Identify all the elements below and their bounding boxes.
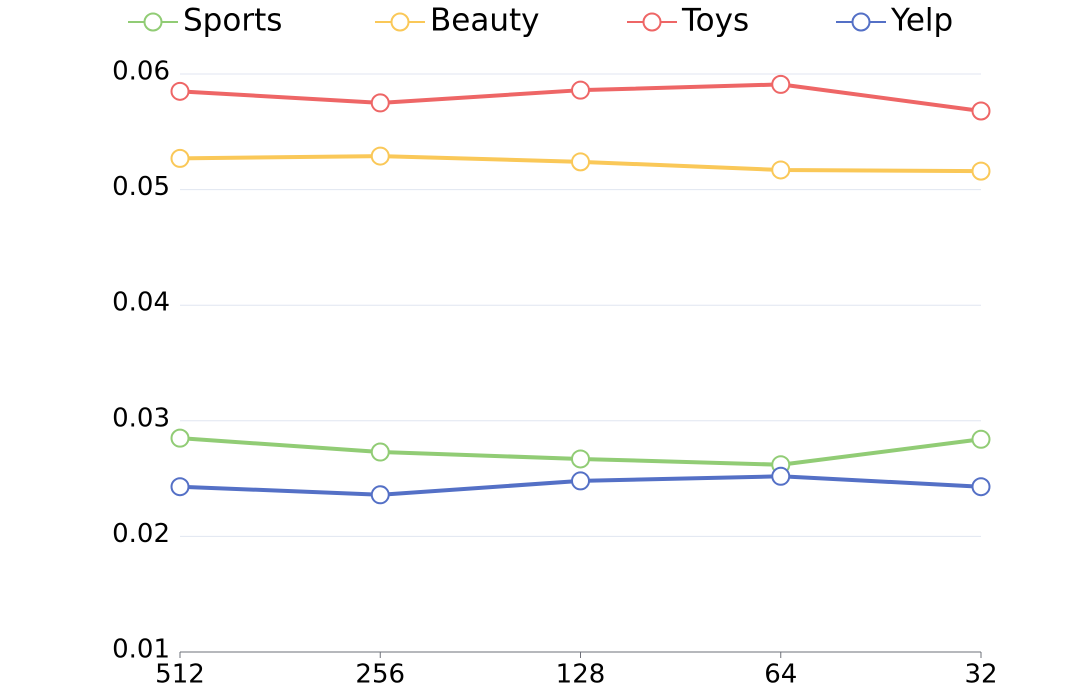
point xyxy=(370,93,390,113)
y-tick-label: 0.06 xyxy=(112,57,170,87)
point xyxy=(370,146,390,166)
point xyxy=(170,81,190,101)
point xyxy=(571,80,590,100)
legend-icon-circle xyxy=(642,12,662,32)
point xyxy=(971,477,991,497)
point xyxy=(771,466,791,486)
point xyxy=(771,160,791,180)
point xyxy=(971,101,991,121)
legend-label: Beauty xyxy=(430,3,539,39)
point xyxy=(571,449,590,469)
x-tick-label: 256 xyxy=(355,660,405,690)
legend-item: Yelp xyxy=(836,3,953,39)
legend-icon-circle xyxy=(390,12,410,32)
point xyxy=(170,148,190,168)
y-tick-label: 0.01 xyxy=(112,635,170,665)
legend-icon-circle xyxy=(143,12,163,32)
x-tick-label: 512 xyxy=(155,660,205,690)
legend-item: Beauty xyxy=(375,3,539,39)
legend-label: Yelp xyxy=(890,3,953,39)
point xyxy=(370,442,390,462)
point xyxy=(571,152,590,172)
point xyxy=(170,477,190,497)
y-tick-label: 0.03 xyxy=(112,403,170,433)
x-tick-label: 64 xyxy=(764,660,797,690)
point xyxy=(971,429,991,449)
y-tick-label: 0.04 xyxy=(112,288,170,318)
legend-item: Sports xyxy=(128,3,282,39)
legend-label: Sports xyxy=(183,3,282,39)
legend-item: Toys xyxy=(627,3,749,39)
legend-label: Toys xyxy=(681,3,749,39)
y-tick-label: 0.02 xyxy=(112,519,170,549)
point xyxy=(971,161,991,181)
point xyxy=(571,471,590,491)
legend-icon-circle xyxy=(851,12,871,32)
y-tick-label: 0.05 xyxy=(112,172,170,202)
point xyxy=(771,74,791,94)
x-tick-label: 128 xyxy=(556,660,606,690)
point xyxy=(370,485,390,505)
x-tick-label: 32 xyxy=(964,660,997,690)
point xyxy=(170,428,190,448)
